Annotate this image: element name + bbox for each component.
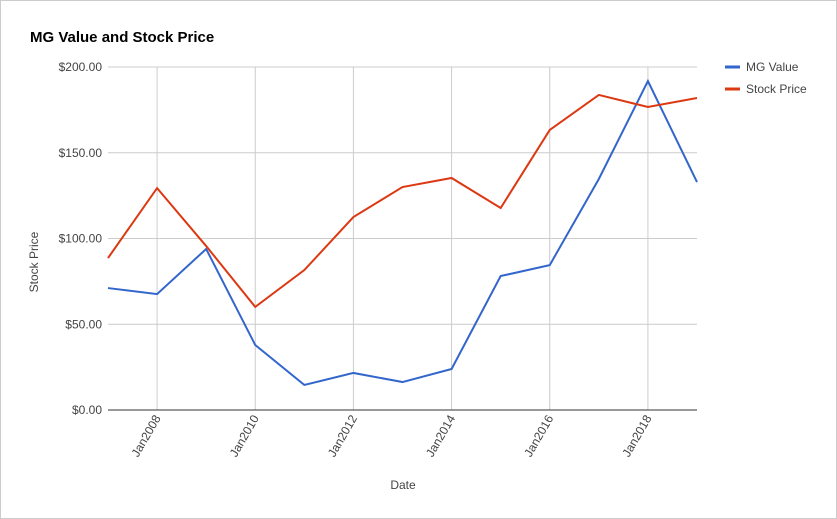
chart-title: MG Value and Stock Price [30,29,214,46]
legend-label: Stock Price [746,82,807,96]
y-tick-label: $200.00 [59,60,103,74]
y-tick-label: $0.00 [72,403,102,417]
y-tick-label: $50.00 [65,317,102,331]
legend-label: MG Value [746,60,799,74]
y-axis-label: Stock Price [27,231,41,292]
x-axis-label: Date [390,478,416,492]
data-line [107,93,698,309]
y-tick-label: $150.00 [59,146,103,160]
data-line [107,78,698,387]
y-tick-label: $100.00 [59,232,103,246]
